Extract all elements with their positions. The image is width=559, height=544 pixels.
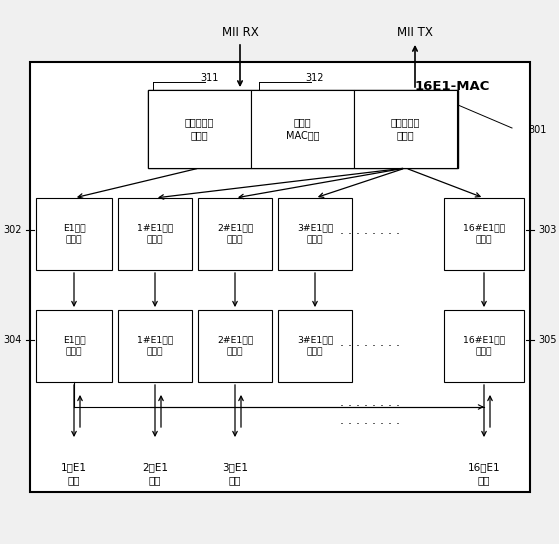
Bar [278, 310, 352, 382]
Text: 305: 305 [538, 335, 557, 345]
Text: · · · · · · · ·: · · · · · · · · [340, 227, 400, 240]
Text: 16号E1
接口: 16号E1 接口 [468, 462, 500, 485]
Text: 16#E1接收
子模块: 16#E1接收 子模块 [463, 336, 505, 356]
Bar [118, 310, 192, 382]
Text: 1号E1
接口: 1号E1 接口 [61, 462, 87, 485]
Text: 301: 301 [528, 125, 546, 135]
Bar [198, 198, 272, 270]
Text: MII TX: MII TX [397, 26, 433, 39]
Text: 3#E1接收
子模块: 3#E1接收 子模块 [297, 336, 333, 356]
Bar [278, 198, 352, 270]
Text: E1发送
子模块: E1发送 子模块 [63, 336, 86, 356]
Bar [36, 310, 112, 382]
Text: 以太网接收
子模块: 以太网接收 子模块 [185, 118, 214, 140]
Text: 1#E1接收
缓冲区: 1#E1接收 缓冲区 [137, 224, 173, 244]
Text: 312: 312 [305, 73, 324, 83]
Text: 304: 304 [3, 335, 22, 345]
Text: 303: 303 [538, 225, 556, 235]
Text: · · · · · · · ·: · · · · · · · · [340, 418, 400, 431]
Bar [444, 310, 524, 382]
Bar [148, 90, 251, 168]
Text: 2#E1接收
缓冲区: 2#E1接收 缓冲区 [217, 224, 253, 244]
Bar [354, 90, 457, 168]
Bar [198, 310, 272, 382]
Text: 302: 302 [3, 225, 22, 235]
Text: 1#E1接收
子模块: 1#E1接收 子模块 [137, 336, 173, 356]
Bar [251, 90, 354, 168]
Bar [30, 62, 530, 492]
Text: MII RX: MII RX [221, 26, 258, 39]
Text: 3号E1
接口: 3号E1 接口 [222, 462, 248, 485]
Text: 311: 311 [200, 73, 219, 83]
Bar [36, 198, 112, 270]
Text: 2#E1接收
子模块: 2#E1接收 子模块 [217, 336, 253, 356]
Text: 3#E1接收
缓冲区: 3#E1接收 缓冲区 [297, 224, 333, 244]
Text: 以太网发送
子模块: 以太网发送 子模块 [391, 118, 420, 140]
Text: E1发送
缓冲区: E1发送 缓冲区 [63, 224, 86, 244]
Text: 16#E1接收
缓冲区: 16#E1接收 缓冲区 [463, 224, 505, 244]
Text: · · · · · · · ·: · · · · · · · · [340, 400, 400, 413]
Text: 16E1-MAC: 16E1-MAC [415, 80, 490, 93]
Text: 2号E1
接口: 2号E1 接口 [142, 462, 168, 485]
Text: · · · · · · · ·: · · · · · · · · [340, 339, 400, 353]
Bar [118, 198, 192, 270]
Bar [148, 90, 458, 168]
Text: 以太网
MAC模块: 以太网 MAC模块 [286, 118, 319, 140]
Bar [444, 198, 524, 270]
